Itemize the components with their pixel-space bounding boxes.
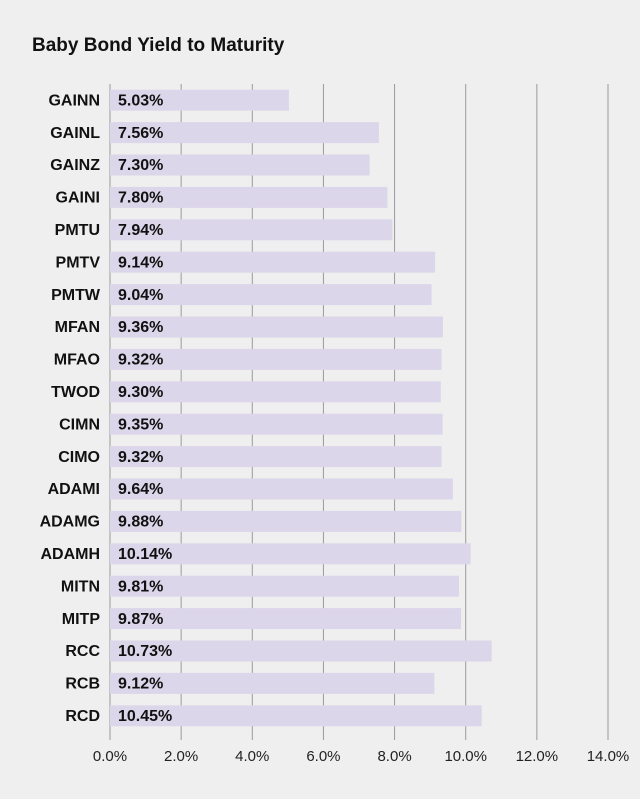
x-tick-label: 8.0%	[377, 748, 411, 765]
bar	[110, 543, 471, 565]
value-label: 10.14%	[118, 546, 172, 563]
value-label: 10.73%	[118, 643, 172, 660]
value-label: 9.35%	[118, 416, 163, 433]
y-tick-label: PMTW	[51, 287, 101, 304]
x-tick-label: 12.0%	[516, 748, 559, 765]
x-tick-label: 4.0%	[235, 748, 269, 765]
bar	[110, 381, 441, 403]
value-label: 7.56%	[118, 125, 163, 142]
bar	[110, 672, 435, 694]
y-tick-label: ADAMH	[40, 546, 100, 563]
value-label: 7.94%	[118, 222, 163, 239]
y-tick-label: MITN	[61, 578, 100, 595]
value-label: 7.80%	[118, 190, 163, 207]
y-tick-label: ADAMG	[40, 514, 100, 531]
value-label: 9.36%	[118, 319, 163, 336]
value-label: 9.30%	[118, 384, 163, 401]
y-tick-label: MFAN	[55, 319, 100, 336]
x-tick-label: 14.0%	[587, 748, 630, 765]
bar	[110, 284, 432, 306]
y-tick-label: GAINN	[48, 92, 100, 109]
y-tick-label: PMTV	[56, 254, 101, 271]
bar	[110, 413, 443, 435]
value-label: 9.32%	[118, 449, 163, 466]
value-label: 9.12%	[118, 676, 163, 693]
chart-title: Baby Bond Yield to Maturity	[32, 35, 285, 56]
value-label: 9.81%	[118, 578, 163, 595]
y-tick-label: GAINI	[56, 190, 100, 207]
bar	[110, 186, 388, 208]
value-label: 5.03%	[118, 92, 163, 109]
bar	[110, 640, 492, 662]
bar	[110, 705, 482, 727]
y-tick-label: RCC	[65, 643, 100, 660]
bar	[110, 446, 442, 468]
y-tick-label: TWOD	[51, 384, 100, 401]
y-tick-label: GAINZ	[50, 157, 100, 174]
value-label: 9.04%	[118, 287, 163, 304]
value-label: 9.88%	[118, 514, 163, 531]
y-tick-label: CIMN	[59, 416, 100, 433]
bar	[110, 510, 462, 532]
y-tick-label: CIMO	[58, 449, 100, 466]
bar	[110, 251, 436, 273]
x-tick-label: 6.0%	[306, 748, 340, 765]
bar	[110, 219, 393, 241]
y-tick-label: MFAO	[54, 352, 100, 369]
bar	[110, 316, 443, 338]
x-tick-label: 2.0%	[164, 748, 198, 765]
bar	[110, 89, 289, 111]
x-tick-label: 10.0%	[444, 748, 487, 765]
bar	[110, 154, 370, 176]
bar	[110, 122, 379, 144]
y-tick-label: MITP	[62, 611, 101, 628]
value-label: 9.87%	[118, 611, 163, 628]
value-label: 9.14%	[118, 254, 163, 271]
bar	[110, 575, 459, 597]
y-tick-label: PMTU	[55, 222, 100, 239]
bar	[110, 348, 442, 370]
y-tick-label: GAINL	[50, 125, 100, 142]
y-tick-label: RCB	[65, 676, 100, 693]
y-tick-label: RCD	[65, 708, 100, 725]
bar	[110, 478, 453, 500]
value-label: 9.64%	[118, 481, 163, 498]
y-tick-label: ADAMI	[48, 481, 100, 498]
value-label: 7.30%	[118, 157, 163, 174]
value-label: 9.32%	[118, 352, 163, 369]
value-label: 10.45%	[118, 708, 172, 725]
bar	[110, 608, 462, 630]
x-tick-label: 0.0%	[93, 748, 127, 765]
